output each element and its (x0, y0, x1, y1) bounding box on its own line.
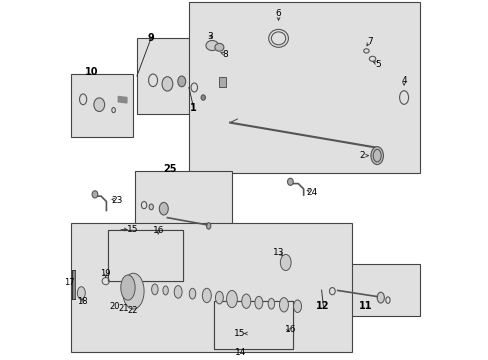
Bar (70, 223, 351, 352)
Ellipse shape (370, 147, 383, 165)
Text: 23: 23 (111, 196, 122, 205)
Text: 16: 16 (284, 325, 296, 334)
Ellipse shape (376, 292, 384, 303)
Text: 12: 12 (315, 301, 329, 311)
Text: 6: 6 (275, 9, 281, 18)
Ellipse shape (121, 275, 135, 300)
Bar (70, 74, 133, 137)
Text: 11: 11 (358, 301, 372, 311)
Ellipse shape (189, 288, 195, 299)
Bar (108, 230, 183, 281)
Text: 18: 18 (77, 297, 87, 306)
Ellipse shape (215, 291, 223, 304)
Text: 3: 3 (207, 32, 213, 41)
Ellipse shape (201, 95, 205, 100)
Bar (214, 301, 292, 349)
Text: 7: 7 (366, 37, 372, 46)
Text: 20: 20 (109, 302, 120, 311)
Polygon shape (118, 96, 126, 103)
Text: 15: 15 (126, 225, 138, 234)
Ellipse shape (241, 294, 250, 309)
Ellipse shape (178, 76, 185, 87)
Bar (72, 270, 75, 299)
Bar (321, 264, 419, 316)
Text: 8: 8 (222, 50, 227, 59)
Text: 4: 4 (401, 76, 406, 85)
Ellipse shape (226, 291, 237, 308)
Text: 15: 15 (234, 329, 245, 338)
Ellipse shape (162, 77, 172, 91)
Text: 16: 16 (153, 226, 164, 235)
Bar (214, 301, 292, 349)
Text: 9: 9 (147, 33, 154, 42)
Ellipse shape (92, 191, 98, 198)
Ellipse shape (94, 98, 104, 112)
Text: 1: 1 (189, 103, 196, 113)
Ellipse shape (159, 202, 168, 215)
Text: 17: 17 (64, 278, 75, 287)
Bar (188, 3, 419, 173)
Ellipse shape (293, 300, 301, 312)
Ellipse shape (163, 286, 168, 295)
Ellipse shape (122, 273, 144, 309)
Ellipse shape (254, 296, 262, 309)
Ellipse shape (149, 204, 153, 210)
Ellipse shape (267, 298, 274, 309)
Text: 14: 14 (235, 348, 246, 357)
Text: 10: 10 (85, 67, 99, 77)
Ellipse shape (174, 285, 182, 298)
Bar (137, 39, 228, 114)
Ellipse shape (214, 43, 224, 51)
Ellipse shape (279, 298, 288, 312)
Text: 22: 22 (127, 306, 138, 315)
Bar (219, 77, 225, 87)
Ellipse shape (151, 284, 158, 295)
Text: 19: 19 (100, 269, 111, 278)
Ellipse shape (287, 178, 293, 185)
Ellipse shape (205, 41, 218, 50)
Ellipse shape (202, 288, 211, 303)
Text: 25: 25 (163, 163, 176, 174)
Ellipse shape (206, 223, 210, 229)
Bar (108, 230, 183, 281)
Ellipse shape (280, 255, 290, 271)
Text: 24: 24 (305, 188, 317, 197)
Text: 13: 13 (273, 248, 284, 257)
Text: 2: 2 (359, 151, 364, 160)
Text: 5: 5 (374, 60, 380, 69)
Bar (135, 171, 231, 234)
Ellipse shape (77, 287, 85, 299)
Text: 21: 21 (118, 304, 129, 313)
